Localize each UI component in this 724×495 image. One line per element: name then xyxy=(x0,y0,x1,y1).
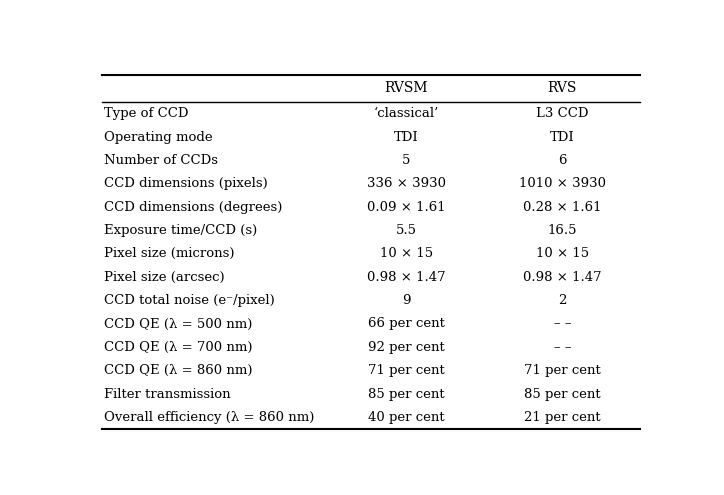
Text: 10 × 15: 10 × 15 xyxy=(379,248,433,260)
Text: 92 per cent: 92 per cent xyxy=(368,341,445,354)
Text: 21 per cent: 21 per cent xyxy=(524,411,601,424)
Text: 16.5: 16.5 xyxy=(547,224,577,237)
Text: L3 CCD: L3 CCD xyxy=(536,107,589,120)
Text: Operating mode: Operating mode xyxy=(104,131,213,144)
Text: CCD QE (λ = 860 nm): CCD QE (λ = 860 nm) xyxy=(104,364,253,377)
Text: 71 per cent: 71 per cent xyxy=(524,364,601,377)
Text: 85 per cent: 85 per cent xyxy=(368,388,445,400)
Text: 0.98 × 1.47: 0.98 × 1.47 xyxy=(523,271,602,284)
Text: ‘classical’: ‘classical’ xyxy=(374,107,439,120)
Text: 6: 6 xyxy=(558,154,566,167)
Text: Pixel size (microns): Pixel size (microns) xyxy=(104,248,235,260)
Text: Number of CCDs: Number of CCDs xyxy=(104,154,218,167)
Text: 85 per cent: 85 per cent xyxy=(524,388,601,400)
Text: 9: 9 xyxy=(402,294,411,307)
Text: 66 per cent: 66 per cent xyxy=(368,317,445,331)
Text: 0.09 × 1.61: 0.09 × 1.61 xyxy=(367,200,445,214)
Text: 10 × 15: 10 × 15 xyxy=(536,248,589,260)
Text: – –: – – xyxy=(554,341,571,354)
Text: Exposure time/CCD (s): Exposure time/CCD (s) xyxy=(104,224,257,237)
Text: 5: 5 xyxy=(402,154,411,167)
Text: Overall efficiency (λ = 860 nm): Overall efficiency (λ = 860 nm) xyxy=(104,411,314,424)
Text: 71 per cent: 71 per cent xyxy=(368,364,445,377)
Text: 40 per cent: 40 per cent xyxy=(368,411,445,424)
Text: TDI: TDI xyxy=(550,131,575,144)
Text: CCD dimensions (degrees): CCD dimensions (degrees) xyxy=(104,200,282,214)
Text: Type of CCD: Type of CCD xyxy=(104,107,188,120)
Text: 5.5: 5.5 xyxy=(395,224,416,237)
Text: TDI: TDI xyxy=(394,131,418,144)
Text: 1010 × 3930: 1010 × 3930 xyxy=(519,177,606,191)
Text: CCD total noise (e⁻/pixel): CCD total noise (e⁻/pixel) xyxy=(104,294,274,307)
Text: – –: – – xyxy=(554,317,571,331)
Text: 0.28 × 1.61: 0.28 × 1.61 xyxy=(523,200,602,214)
Text: CCD QE (λ = 700 nm): CCD QE (λ = 700 nm) xyxy=(104,341,253,354)
Text: CCD QE (λ = 500 nm): CCD QE (λ = 500 nm) xyxy=(104,317,253,331)
Text: Filter transmission: Filter transmission xyxy=(104,388,230,400)
Text: RVS: RVS xyxy=(547,81,577,96)
Text: 336 × 3930: 336 × 3930 xyxy=(366,177,445,191)
Text: 2: 2 xyxy=(558,294,566,307)
Text: CCD dimensions (pixels): CCD dimensions (pixels) xyxy=(104,177,268,191)
Text: Pixel size (arcsec): Pixel size (arcsec) xyxy=(104,271,224,284)
Text: 0.98 × 1.47: 0.98 × 1.47 xyxy=(367,271,445,284)
Text: RVSM: RVSM xyxy=(384,81,428,96)
